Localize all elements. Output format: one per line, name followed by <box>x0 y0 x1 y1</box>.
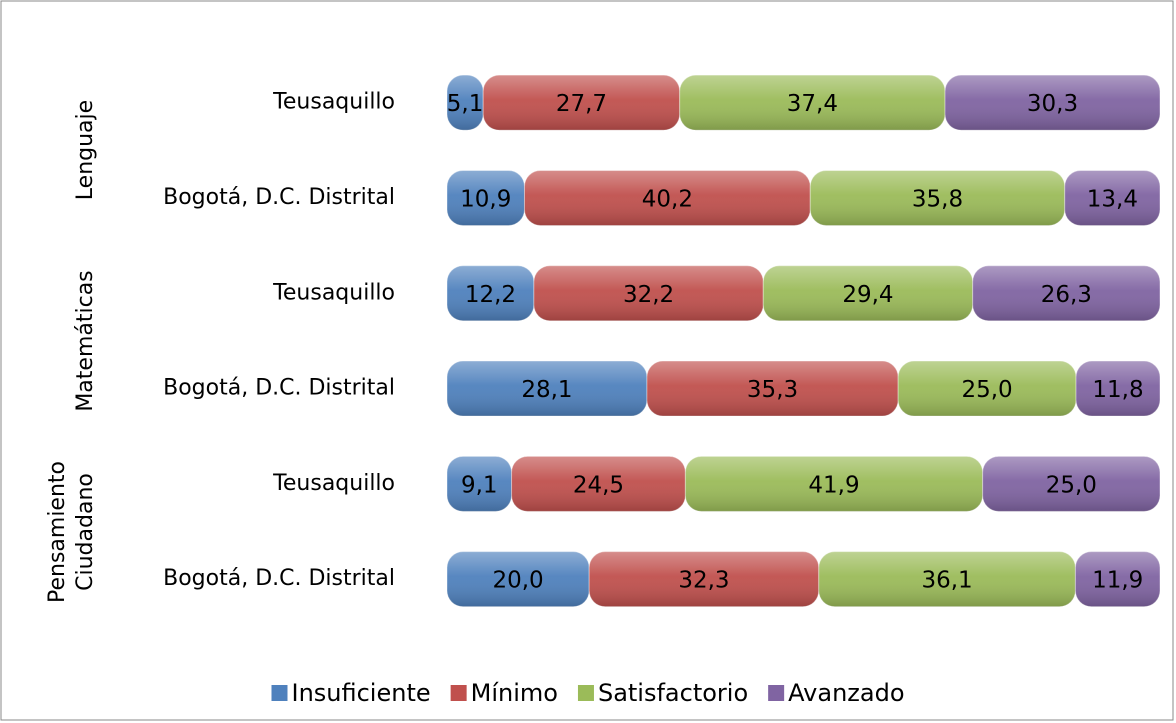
bar-shine <box>483 75 680 131</box>
data-label: 11,9 <box>1092 568 1143 594</box>
bar-shine <box>447 551 590 607</box>
data-label: 27,7 <box>556 91 607 117</box>
data-label: 35,3 <box>747 377 798 403</box>
bar-shine <box>533 265 764 321</box>
bar-shine <box>447 170 525 226</box>
data-label: 32,2 <box>623 282 674 308</box>
group-label: Pensamiento Ciudadano <box>45 460 98 603</box>
legend-swatch <box>450 685 467 701</box>
data-label: 20,0 <box>492 568 543 594</box>
category-label: Teusaquillo <box>272 471 395 496</box>
category-label: Bogotá, D.C. Distrital <box>163 566 395 591</box>
bar-shine <box>646 361 899 417</box>
bar-shine <box>589 551 819 607</box>
group-label: Matemáticas <box>73 270 98 412</box>
data-label: 5,1 <box>447 91 484 117</box>
bar-shine <box>447 265 534 321</box>
data-label: 40,2 <box>642 186 693 212</box>
bar-shine <box>524 170 811 226</box>
data-label: 25,0 <box>1046 472 1097 498</box>
bar-shine <box>685 456 983 512</box>
data-label: 32,3 <box>678 568 729 594</box>
bar-shine <box>511 456 686 512</box>
bar-shine <box>447 361 647 417</box>
bar-shine <box>1075 551 1160 607</box>
data-label: 30,3 <box>1027 91 1078 117</box>
data-label: 35,8 <box>912 186 963 212</box>
data-label: 29,4 <box>842 282 893 308</box>
legend-swatch <box>577 685 594 701</box>
legend-label: Insuficiente <box>291 679 430 707</box>
data-label: 12,2 <box>465 282 516 308</box>
bar-shine <box>972 265 1160 321</box>
bar-shine <box>1076 361 1160 417</box>
legend-label: Mínimo <box>471 679 558 707</box>
category-label: Bogotá, D.C. Distrital <box>163 185 395 210</box>
data-label: 24,5 <box>573 472 624 498</box>
legend-swatch <box>768 685 785 701</box>
data-label: 36,1 <box>921 568 972 594</box>
category-label: Teusaquillo <box>272 90 395 115</box>
data-label: 25,0 <box>961 377 1012 403</box>
data-label: 11,8 <box>1092 377 1143 403</box>
bar-shine <box>679 75 946 131</box>
data-label: 9,1 <box>461 472 498 498</box>
bar-shine <box>945 75 1160 131</box>
data-label: 13,4 <box>1087 186 1138 212</box>
data-label: 37,4 <box>787 91 838 117</box>
bar-shine <box>810 170 1065 226</box>
group-label: Lenguaje <box>73 100 98 201</box>
data-label: 41,9 <box>808 472 859 498</box>
bar-shine <box>447 456 512 512</box>
bar-shine <box>763 265 973 321</box>
data-label: 28,1 <box>521 377 572 403</box>
bar-shine <box>898 361 1077 417</box>
legend-label: Avanzado <box>788 679 904 707</box>
bar-shine <box>818 551 1076 607</box>
data-label: 26,3 <box>1041 282 1092 308</box>
bar-shine <box>982 456 1160 512</box>
legend-swatch <box>271 685 288 701</box>
category-label: Bogotá, D.C. Distrital <box>163 376 395 401</box>
legend-label: Satisfactorio <box>598 679 748 707</box>
data-label: 10,9 <box>460 186 511 212</box>
bar-shine <box>447 75 484 131</box>
category-label: Teusaquillo <box>272 280 395 305</box>
bar-shine <box>1064 170 1160 226</box>
